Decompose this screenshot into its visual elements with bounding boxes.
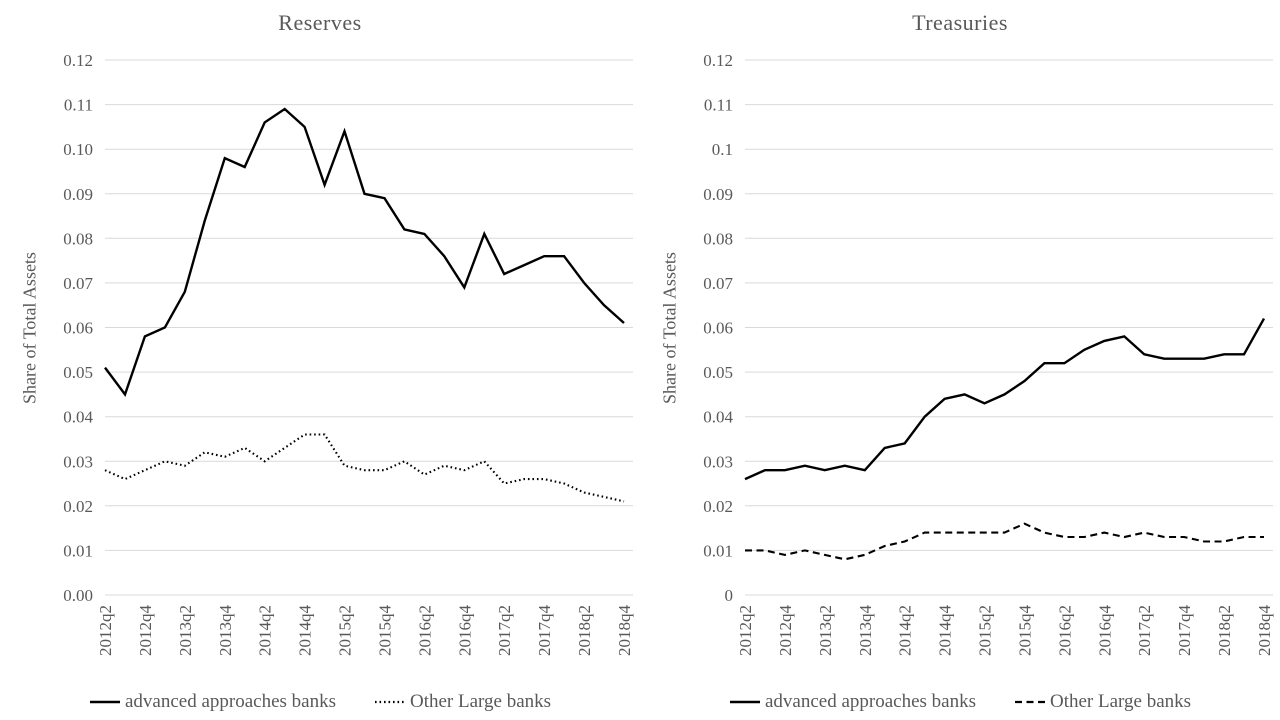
x-tick-label: 2015q4 xyxy=(1015,605,1034,657)
y-tick-label: 0.05 xyxy=(703,363,733,382)
chart-title-treasuries: Treasuries xyxy=(912,10,1008,35)
legend-item: advanced approaches banks xyxy=(89,691,336,713)
y-tick-label: 0.03 xyxy=(703,452,733,471)
chart-title-reserves: Reserves xyxy=(278,10,362,35)
y-tick-label: 0.07 xyxy=(703,274,733,293)
x-tick-label: 2013q2 xyxy=(176,605,195,656)
x-tick-label: 2014q2 xyxy=(256,605,275,656)
y-tick-label: 0.11 xyxy=(64,96,93,115)
y-tick-label: 0.08 xyxy=(703,229,733,248)
x-tick-label: 2013q2 xyxy=(816,605,835,656)
x-tick-label: 2016q2 xyxy=(1055,605,1074,656)
x-tick-label: 2017q2 xyxy=(1135,605,1154,656)
x-tick-label: 2016q4 xyxy=(1095,605,1114,657)
x-tick-label: 2018q2 xyxy=(575,605,594,656)
series-line-dotted xyxy=(104,433,625,503)
y-tick-label: 0.09 xyxy=(703,185,733,204)
legend-item: Other Large banks xyxy=(1014,691,1191,713)
y-tick-label: 0.1 xyxy=(712,140,733,159)
x-tick-label: 2015q2 xyxy=(335,605,354,656)
x-tick-label: 2015q2 xyxy=(975,605,994,656)
x-tick-label: 2016q4 xyxy=(455,605,474,657)
y-tick-label: 0.12 xyxy=(703,51,733,70)
x-tick-label: 2018q2 xyxy=(1215,605,1234,656)
y-tick-label: 0.03 xyxy=(63,452,93,471)
y-tick-label: 0.06 xyxy=(703,318,733,337)
y-tick-label: 0.12 xyxy=(63,51,93,70)
x-tick-label: 2014q4 xyxy=(936,605,955,657)
chart-reserves: Reserves Share of Total Assets 0.12 0.11 0… xyxy=(0,10,640,713)
x-tick-label: 2017q4 xyxy=(535,605,554,657)
dashed-line-sample-icon xyxy=(1014,700,1045,704)
y-tick-label: 0.09 xyxy=(63,185,93,204)
y-tick-label: 0.10 xyxy=(63,140,93,159)
legend-label: Other Large banks xyxy=(409,691,552,712)
x-tick-label: 2016q2 xyxy=(415,605,434,656)
x-tick-label: 2013q4 xyxy=(216,605,235,657)
x-tick-label: 2013q4 xyxy=(856,605,875,657)
solid-line-sample-icon xyxy=(89,700,120,704)
solid-line-sample-icon xyxy=(729,700,760,704)
legend-label: Other Large banks xyxy=(1049,691,1192,712)
x-tick-label: 2017q2 xyxy=(495,605,514,656)
y-tick-label: 0.00 xyxy=(63,586,93,605)
treasuries-plot-area: 0.12 0.11 0.1 0.09 0.08 0.07 0.06 0.05 0.04 0.03 0… xyxy=(703,51,1274,657)
y-tick-label: 0.04 xyxy=(63,408,93,427)
x-tick-label: 2015q4 xyxy=(375,605,394,657)
series-line-solid xyxy=(744,318,1266,481)
y-tick-label: 0.02 xyxy=(63,497,93,516)
x-tick-label: 2017q4 xyxy=(1175,605,1194,657)
x-tick-label: 2014q4 xyxy=(296,605,315,657)
y-tick-label: 0.06 xyxy=(63,318,93,337)
y-tick-label: 0 xyxy=(725,586,734,605)
legend-label: advanced approaches banks xyxy=(764,691,976,712)
x-tick-label: 2012q2 xyxy=(736,605,755,656)
chart-treasuries: Treasuries Share of Total Assets 0.12 0.1… xyxy=(640,0,1280,720)
dotted-line-sample-icon xyxy=(374,700,405,704)
x-tick-label: 2018q4 xyxy=(615,605,634,657)
legend-reserves: advanced approaches banks Other Large ba… xyxy=(0,691,640,713)
x-tick-label: 2018q4 xyxy=(1255,605,1274,657)
series-line-dashed xyxy=(745,522,1264,561)
x-tick-label: 2014q2 xyxy=(896,605,915,656)
x-tick-label: 2012q4 xyxy=(776,605,795,657)
y-tick-label: 0.01 xyxy=(63,541,93,560)
y-tick-label: 0.04 xyxy=(703,408,733,427)
legend-item: Other Large banks xyxy=(374,691,551,713)
y-tick-label: 0.02 xyxy=(703,497,733,516)
x-tick-label: 2012q2 xyxy=(96,605,115,656)
legend-item: advanced approaches banks xyxy=(729,691,976,713)
y-tick-label: 0.11 xyxy=(704,96,733,115)
series-line-solid xyxy=(104,107,625,397)
y-tick-label: 0.01 xyxy=(703,541,733,560)
reserves-plot-area: 0.12 0.11 0.10 0.09 0.08 0.07 0.06 0.05 0.04 0.03… xyxy=(63,51,634,657)
y-tick-label: 0.07 xyxy=(63,274,93,293)
legend-label: advanced approaches banks xyxy=(124,691,336,712)
y-tick-label: 0.08 xyxy=(63,229,93,248)
x-tick-label: 2012q4 xyxy=(136,605,155,657)
legend-treasuries: advanced approaches banks Other Large ba… xyxy=(640,691,1280,713)
y-tick-label: 0.05 xyxy=(63,363,93,382)
